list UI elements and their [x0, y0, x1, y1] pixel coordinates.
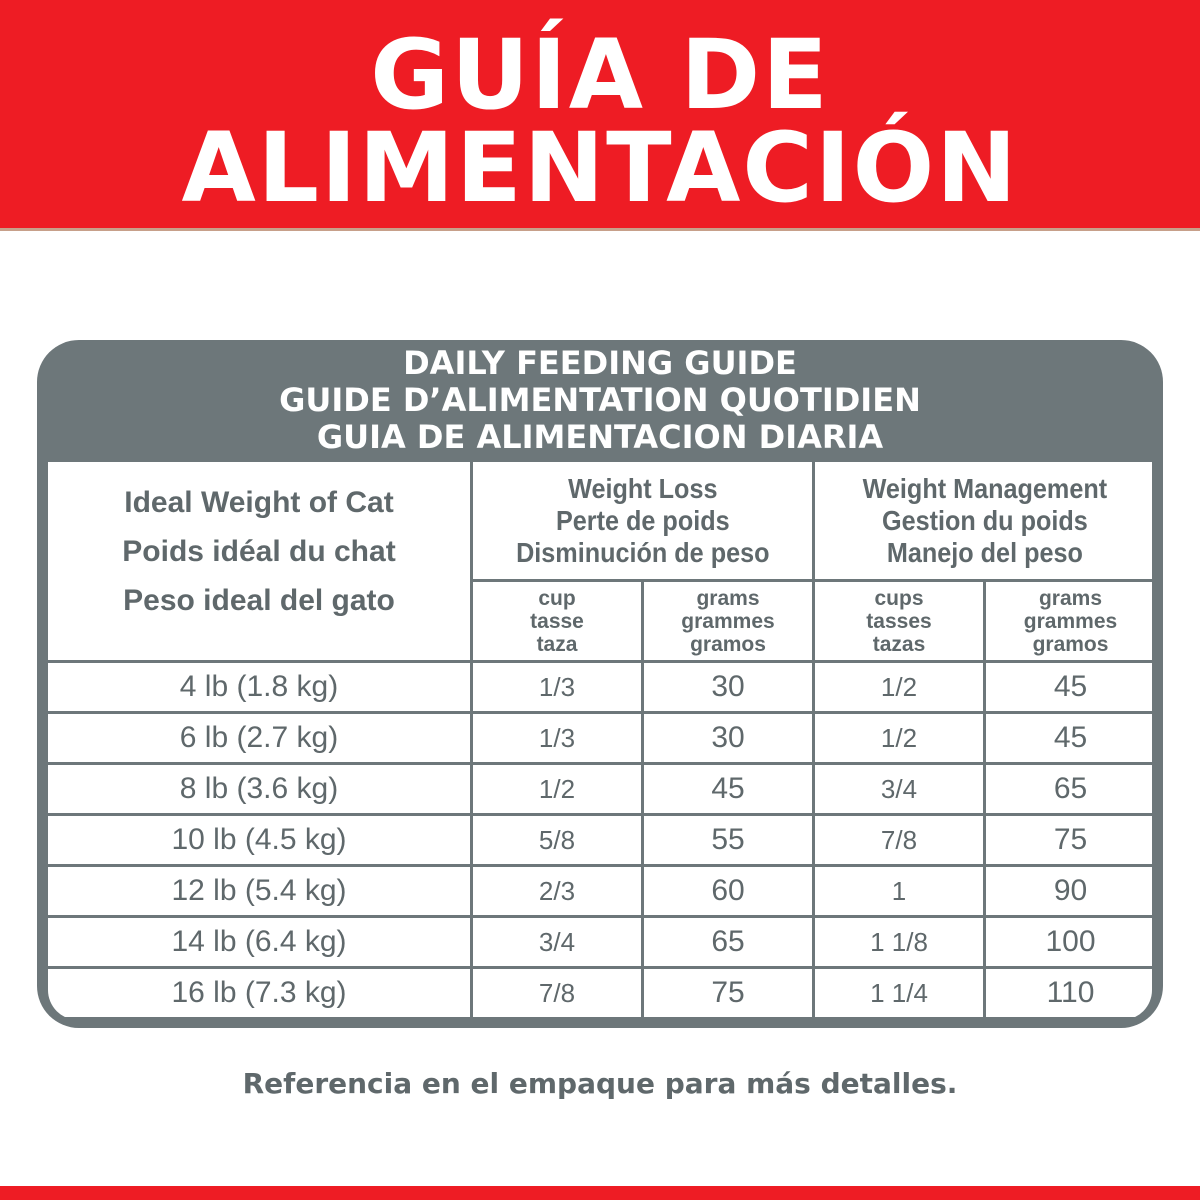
weight-cell: 10 lb (4.5 kg)	[48, 816, 470, 864]
mgmt-cups-cell: 7/8	[815, 816, 983, 864]
weight-cell: 8 lb (3.6 kg)	[48, 765, 470, 813]
mgmt-grams-cell: 100	[986, 918, 1152, 966]
mgmt-cups-cell: 1 1/8	[815, 918, 983, 966]
subheader-line: tasse	[530, 609, 584, 633]
header-line: Weight Management	[862, 472, 1108, 504]
loss-cups-cell: 2/3	[473, 867, 641, 915]
title-banner: GUÍA DE ALIMENTACIÓN	[0, 0, 1200, 231]
loss-cups-cell: 7/8	[473, 969, 641, 1017]
mgmt-grams-cell: 90	[986, 867, 1152, 915]
subheader-line: gramos	[690, 632, 766, 656]
loss-grams-header: grams grammes gramos	[644, 582, 812, 660]
subheader-line: cup	[538, 586, 576, 610]
header-line: Poids idéal du chat	[122, 534, 396, 568]
loss-cups-cell: 1/3	[473, 714, 641, 762]
subheader-line: tazas	[872, 632, 926, 656]
header-line: Peso ideal del gato	[123, 583, 395, 617]
bottom-stripe	[0, 1186, 1200, 1200]
subheader-line: cups	[874, 586, 924, 610]
loss-cups-cell: 3/4	[473, 918, 641, 966]
mgmt-grams-cell: 110	[986, 969, 1152, 1017]
weight-management-header-text: Weight Management Gestion du poids Manej…	[863, 473, 1108, 569]
banner-title-line1: GUÍA DE	[370, 19, 830, 131]
mgmt-cups-cell: 3/4	[815, 765, 983, 813]
mgmt-cups-header: cups tasses tazas	[815, 582, 983, 660]
subheader-line: grammes	[1023, 609, 1118, 633]
weight-loss-header-text: Weight Loss Perte de poids Disminución d…	[516, 473, 769, 569]
header-line: Perte de poids	[555, 504, 730, 536]
loss-cups-cell: 1/3	[473, 663, 641, 711]
mgmt-grams-cell: 65	[986, 765, 1152, 813]
subheader-line: grams	[696, 586, 760, 610]
weight-column-header: Ideal Weight of Cat Poids idéal du chat …	[48, 462, 470, 660]
weight-cell: 16 lb (7.3 kg)	[48, 969, 470, 1017]
guide-title-en: DAILY FEEDING GUIDE	[403, 344, 797, 382]
subheader-line: grammes	[681, 609, 775, 633]
weight-management-header: Weight Management Gestion du poids Manej…	[815, 462, 1152, 579]
weight-cell: 12 lb (5.4 kg)	[48, 867, 470, 915]
weight-loss-header: Weight Loss Perte de poids Disminución d…	[473, 462, 812, 579]
mgmt-cups-cell: 1/2	[815, 714, 983, 762]
subheader-line: gramos	[1032, 632, 1109, 656]
feeding-table: Ideal Weight of Cat Poids idéal du chat …	[48, 462, 1152, 1020]
header-line: Ideal Weight of Cat	[124, 485, 394, 519]
weight-cell: 4 lb (1.8 kg)	[48, 663, 470, 711]
header-line: Disminución de peso	[515, 536, 770, 568]
mgmt-cups-cell: 1	[815, 867, 983, 915]
loss-cups-header: cup tasse taza	[473, 582, 641, 660]
footer-note: Referencia en el empaque para más detall…	[242, 1067, 958, 1100]
guide-title-es: GUIA DE ALIMENTACION DIARIA	[316, 418, 884, 456]
banner-title-line2: ALIMENTACIÓN	[181, 112, 1019, 224]
loss-grams-cell: 30	[644, 714, 812, 762]
subheader-line: taza	[536, 632, 578, 656]
subheader-line: tasses	[866, 609, 932, 633]
loss-grams-cell: 65	[644, 918, 812, 966]
feeding-guide-panel: DAILY FEEDING GUIDE GUIDE D’ALIMENTATION…	[37, 340, 1163, 1028]
loss-grams-cell: 30	[644, 663, 812, 711]
loss-grams-cell: 55	[644, 816, 812, 864]
header-line: Manejo del peso	[886, 536, 1084, 568]
loss-cups-cell: 1/2	[473, 765, 641, 813]
loss-cups-cell: 5/8	[473, 816, 641, 864]
loss-grams-cell: 45	[644, 765, 812, 813]
loss-grams-cell: 60	[644, 867, 812, 915]
weight-cell: 6 lb (2.7 kg)	[48, 714, 470, 762]
weight-cell: 14 lb (6.4 kg)	[48, 918, 470, 966]
mgmt-grams-cell: 75	[986, 816, 1152, 864]
header-line: Gestion du poids	[882, 504, 1088, 536]
mgmt-grams-cell: 45	[986, 663, 1152, 711]
guide-title-fr: GUIDE D’ALIMENTATION QUOTIDIEN	[279, 381, 921, 419]
mgmt-grams-header: grams grammes gramos	[986, 582, 1152, 660]
mgmt-grams-cell: 45	[986, 714, 1152, 762]
subheader-line: grams	[1038, 586, 1103, 610]
mgmt-cups-cell: 1 1/4	[815, 969, 983, 1017]
header-line: Weight Loss	[567, 472, 718, 504]
loss-grams-cell: 75	[644, 969, 812, 1017]
mgmt-cups-cell: 1/2	[815, 663, 983, 711]
